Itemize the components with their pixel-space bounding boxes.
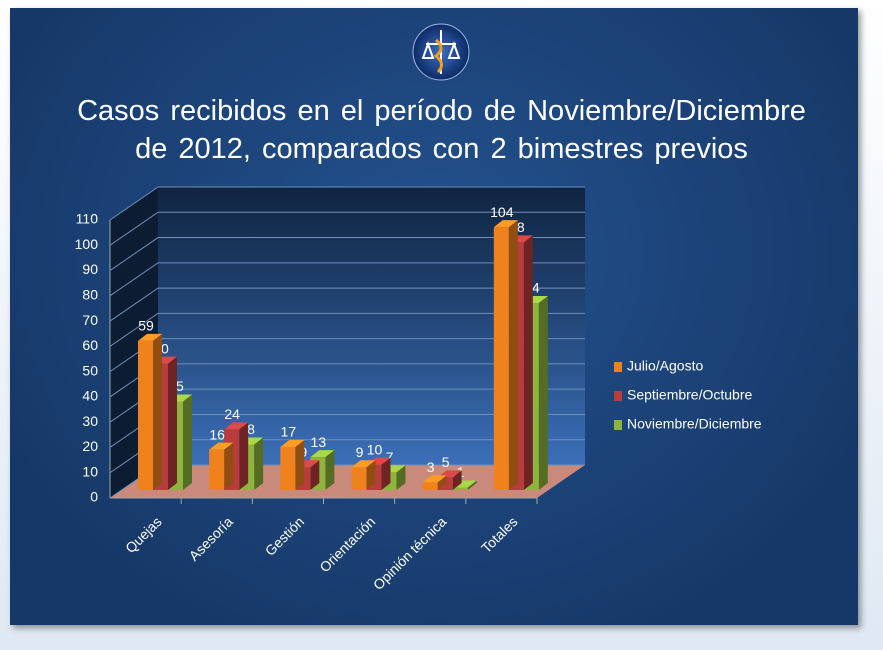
bar-face xyxy=(224,422,249,430)
bar-face xyxy=(493,227,509,490)
grid-line xyxy=(109,312,585,347)
legend-swatch xyxy=(614,362,622,372)
legend-label: Julio/Agosto xyxy=(627,358,703,374)
x-tick-label: Quejas xyxy=(122,513,165,556)
data-label: 59 xyxy=(138,318,154,334)
bar-face xyxy=(422,482,438,490)
grid-line xyxy=(109,262,585,297)
x-tick-label: Orientación xyxy=(316,513,378,575)
grid-line xyxy=(109,211,585,246)
chart-title: Casos recibidos en el período de Noviemb… xyxy=(77,95,806,165)
bar-face xyxy=(224,442,234,490)
data-label: 24 xyxy=(224,406,240,422)
bar-face xyxy=(295,440,305,490)
bar-face xyxy=(310,460,320,490)
y-tick-label: 30 xyxy=(82,413,98,429)
bar xyxy=(209,442,234,490)
logo xyxy=(412,23,470,81)
grid-line xyxy=(109,186,585,221)
bar xyxy=(422,475,447,490)
data-label: 3 xyxy=(427,459,435,475)
bar-face xyxy=(310,450,335,458)
bar-face xyxy=(351,467,367,490)
y-tick-label: 20 xyxy=(82,438,98,454)
x-tick-label: Gestión xyxy=(262,513,307,558)
y-tick-label: 0 xyxy=(90,489,98,505)
y-tick-label: 60 xyxy=(82,337,98,353)
bar xyxy=(280,440,305,490)
bar-face xyxy=(280,440,305,448)
x-tick-label: Opinión técnica xyxy=(370,513,450,593)
bar-face xyxy=(239,422,249,490)
y-tick-label: 90 xyxy=(82,261,98,277)
bar-face xyxy=(183,394,192,490)
bar-face xyxy=(209,442,234,450)
bar-face xyxy=(422,475,447,483)
bar xyxy=(351,460,376,490)
bar xyxy=(493,220,518,490)
bar-face xyxy=(452,470,462,490)
legend-swatch xyxy=(614,420,622,430)
bar-face xyxy=(138,340,153,490)
bar-face xyxy=(381,457,391,490)
data-label: 16 xyxy=(209,426,225,442)
y-tick-label: 40 xyxy=(82,388,98,404)
bar-face xyxy=(523,235,533,490)
bar xyxy=(452,480,477,490)
bar-face xyxy=(467,480,477,490)
bar-face xyxy=(366,460,376,490)
y-tick-label: 100 xyxy=(75,236,99,252)
grid-line xyxy=(109,287,585,322)
bar-face xyxy=(452,480,477,488)
bar-face xyxy=(538,295,548,490)
bar-face xyxy=(452,487,468,490)
data-label: 17 xyxy=(281,424,297,440)
bar-face xyxy=(351,460,376,468)
bar-face xyxy=(168,356,177,490)
bar-face xyxy=(437,475,447,490)
legend-label: Noviembre/Diciembre xyxy=(627,416,762,432)
legend-label: Septiembre/Octubre xyxy=(627,387,752,403)
y-tick-label: 110 xyxy=(76,211,99,227)
data-label: 10 xyxy=(367,441,383,457)
back-wall xyxy=(158,187,585,465)
bar-face xyxy=(493,220,518,228)
data-label: 13 xyxy=(311,434,327,450)
grid-line xyxy=(109,237,585,271)
y-tick-label: 10 xyxy=(82,463,98,479)
bar xyxy=(138,333,162,490)
bar-face xyxy=(138,333,162,341)
y-tick-label: 50 xyxy=(82,362,98,378)
x-tick-label: Asesoría xyxy=(186,513,237,564)
data-label: 5 xyxy=(442,454,450,470)
bar-face xyxy=(153,333,162,490)
data-label: 104 xyxy=(490,204,514,220)
data-label: 9 xyxy=(356,444,364,460)
bar-face xyxy=(508,220,518,490)
bar-face xyxy=(254,437,264,490)
y-tick-label: 80 xyxy=(82,287,98,303)
bar-face xyxy=(325,450,335,490)
legend-swatch xyxy=(614,391,622,401)
bar-face xyxy=(280,447,296,490)
y-tick-label: 70 xyxy=(82,312,98,328)
bar-face xyxy=(396,465,406,490)
x-tick-label: Totales xyxy=(478,513,521,556)
data-label: 7 xyxy=(386,449,394,465)
bar-face xyxy=(209,449,225,490)
